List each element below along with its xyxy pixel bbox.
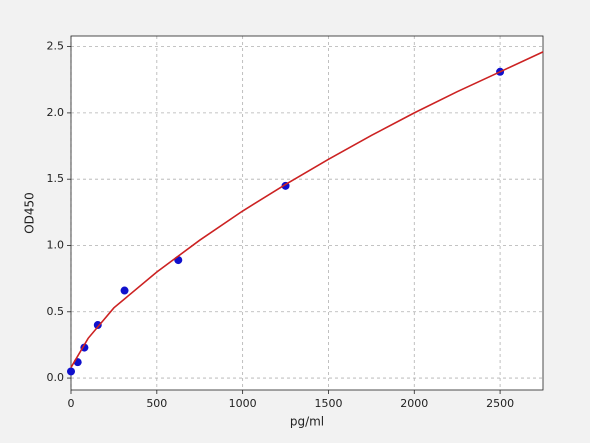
data-point xyxy=(120,286,129,295)
y-tick-label: 1.0 xyxy=(47,238,65,251)
y-tick-label: 0.5 xyxy=(47,305,65,318)
x-tick-label: 1000 xyxy=(229,397,257,410)
x-tick-label: 2000 xyxy=(400,397,428,410)
y-tick-label: 2.0 xyxy=(47,106,65,119)
y-axis-label: OD450 xyxy=(23,192,37,234)
x-axis-label: pg/ml xyxy=(290,415,324,429)
data-point xyxy=(93,321,102,330)
x-tick-label: 2500 xyxy=(486,397,514,410)
y-tick-label: 0.0 xyxy=(47,371,65,384)
y-tick-label: 2.5 xyxy=(47,40,65,53)
x-tick-label: 500 xyxy=(146,397,167,410)
data-point xyxy=(67,367,75,376)
plot-frame xyxy=(70,35,544,391)
x-tick-label: 0 xyxy=(68,397,75,410)
x-tick-label: 1500 xyxy=(314,397,342,410)
fit-curve xyxy=(70,51,544,368)
plot-area xyxy=(71,36,543,390)
y-tick-label: 1.5 xyxy=(47,172,65,185)
